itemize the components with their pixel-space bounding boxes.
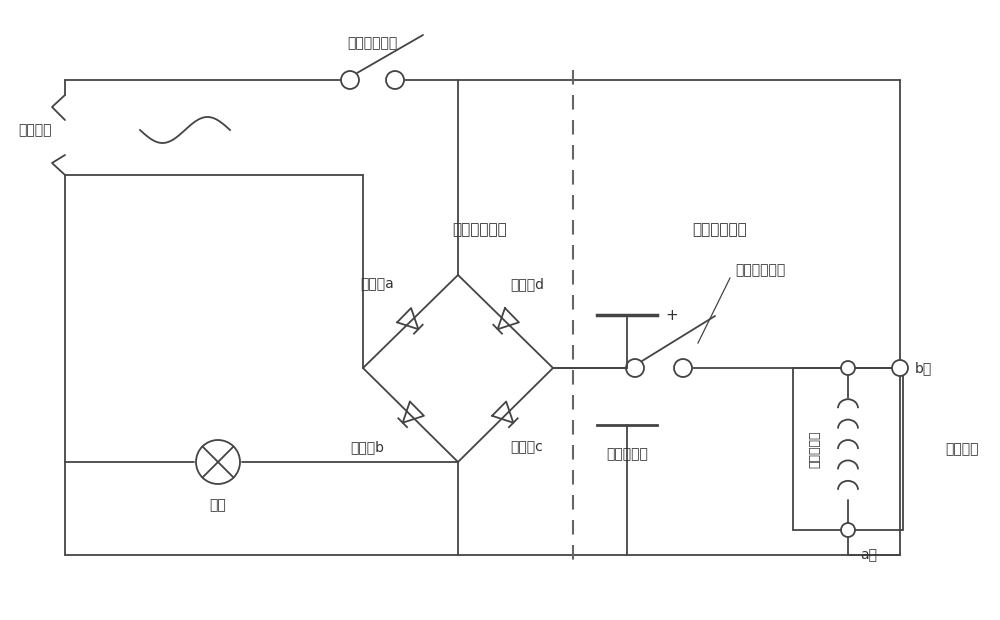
Text: 充电电路部分: 充电电路部分 <box>453 223 507 237</box>
Text: 容量均衡器: 容量均衡器 <box>808 430 822 467</box>
Text: 超级电容器: 超级电容器 <box>606 447 648 461</box>
Text: 放电电路部分: 放电电路部分 <box>693 223 747 237</box>
Text: a端: a端 <box>860 548 877 562</box>
Text: 二极管c: 二极管c <box>511 440 543 454</box>
Text: 充电电路开关: 充电电路开关 <box>347 36 397 50</box>
Bar <box>793 368 903 530</box>
Circle shape <box>841 361 855 375</box>
Text: b端: b端 <box>915 361 932 375</box>
Text: 二极管b: 二极管b <box>351 440 384 454</box>
Circle shape <box>892 360 908 376</box>
Text: 放电电路开关: 放电电路开关 <box>735 263 785 277</box>
Circle shape <box>841 523 855 537</box>
Text: 灯泡: 灯泡 <box>210 498 226 512</box>
Text: 二极管d: 二极管d <box>511 278 544 291</box>
Text: +: + <box>665 308 678 322</box>
Text: 二极管a: 二极管a <box>360 278 394 291</box>
Text: 交流电源: 交流电源 <box>18 123 52 137</box>
Text: 模拟机构: 模拟机构 <box>945 442 978 456</box>
